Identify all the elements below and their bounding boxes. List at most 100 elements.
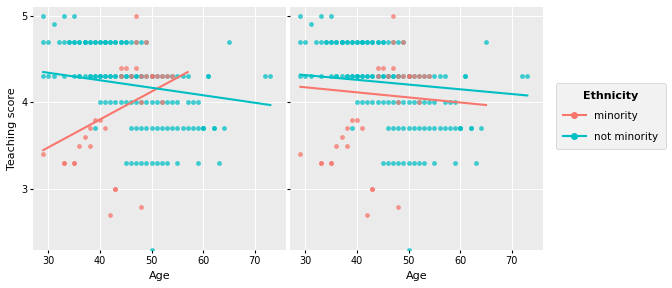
Point	[326, 161, 337, 166]
Point	[84, 74, 95, 79]
Point	[38, 152, 48, 157]
Point	[131, 74, 142, 79]
Point	[347, 74, 358, 79]
Point	[347, 74, 358, 79]
Point	[136, 39, 146, 44]
Point	[141, 39, 152, 44]
Point	[203, 74, 214, 79]
Point	[110, 100, 121, 105]
Point	[331, 39, 342, 44]
Point	[193, 100, 204, 105]
Point	[419, 100, 429, 105]
Point	[105, 39, 116, 44]
Point	[79, 74, 90, 79]
Point	[362, 39, 373, 44]
Point	[162, 100, 173, 105]
Point	[316, 161, 327, 166]
Point	[409, 100, 419, 105]
Point	[89, 126, 100, 131]
Point	[187, 100, 198, 105]
Point	[141, 100, 152, 105]
Point	[43, 74, 54, 79]
Point	[413, 126, 424, 131]
Point	[126, 100, 136, 105]
Point	[305, 22, 316, 26]
Point	[398, 74, 409, 79]
Point	[388, 74, 398, 79]
Point	[367, 39, 378, 44]
Point	[429, 161, 439, 166]
Point	[89, 74, 100, 79]
Point	[131, 126, 142, 131]
Point	[157, 74, 167, 79]
Point	[95, 74, 106, 79]
Point	[429, 126, 439, 131]
Point	[172, 161, 183, 166]
Point	[351, 74, 362, 79]
X-axis label: Age: Age	[149, 271, 170, 281]
Point	[95, 74, 106, 79]
Point	[198, 126, 208, 131]
Point	[84, 74, 95, 79]
Point	[151, 74, 162, 79]
Point	[141, 74, 152, 79]
Point	[79, 39, 90, 44]
Point	[126, 74, 136, 79]
Point	[403, 74, 414, 79]
Point	[362, 100, 373, 105]
Point	[439, 74, 450, 79]
Point	[450, 100, 460, 105]
Point	[177, 74, 188, 79]
Point	[382, 74, 393, 79]
Point	[120, 39, 131, 44]
Point	[95, 118, 106, 122]
Point	[74, 143, 85, 148]
Point	[172, 100, 183, 105]
Point	[326, 39, 337, 44]
Point	[157, 100, 167, 105]
Point	[84, 39, 95, 44]
Point	[198, 126, 208, 131]
Point	[295, 13, 306, 18]
Point	[131, 100, 142, 105]
Point	[409, 126, 419, 131]
Point	[455, 126, 466, 131]
Point	[378, 74, 388, 79]
Point	[351, 39, 362, 44]
Point	[260, 74, 271, 79]
Point	[218, 126, 229, 131]
Point	[341, 74, 352, 79]
Point	[182, 100, 193, 105]
Point	[393, 126, 404, 131]
Point	[316, 13, 327, 18]
Point	[95, 39, 106, 44]
Point	[455, 126, 466, 131]
Point	[120, 65, 131, 70]
Point	[131, 13, 142, 18]
Point	[351, 39, 362, 44]
Point	[99, 74, 110, 79]
Point	[393, 204, 404, 209]
Point	[58, 161, 69, 166]
Point	[434, 74, 445, 79]
Point	[120, 74, 131, 79]
Point	[136, 100, 146, 105]
Point	[84, 39, 95, 44]
Point	[305, 74, 316, 79]
Point	[341, 74, 352, 79]
Y-axis label: Teaching score: Teaching score	[7, 87, 17, 170]
Point	[208, 126, 219, 131]
Point	[136, 74, 146, 79]
Point	[424, 126, 435, 131]
Point	[336, 74, 347, 79]
Point	[413, 74, 424, 79]
Point	[382, 161, 393, 166]
Point	[58, 39, 69, 44]
Point	[470, 161, 481, 166]
Point	[79, 39, 90, 44]
Point	[429, 74, 439, 79]
Point	[146, 100, 157, 105]
Point	[424, 74, 435, 79]
Point	[398, 161, 409, 166]
Point	[136, 100, 146, 105]
